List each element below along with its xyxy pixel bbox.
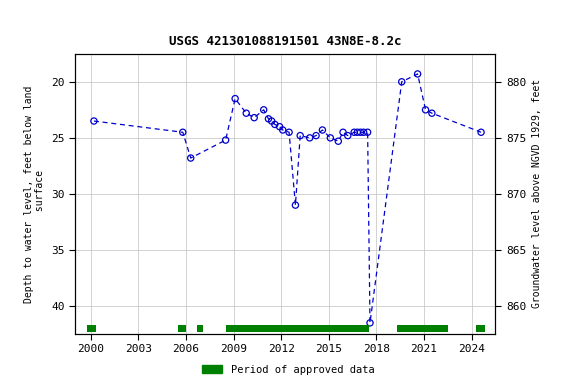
Bar bbox=[476, 325, 485, 332]
Point bbox=[264, 116, 273, 122]
Point bbox=[421, 107, 430, 113]
Point bbox=[221, 137, 230, 143]
Point bbox=[363, 129, 372, 135]
Point bbox=[295, 132, 305, 139]
Point bbox=[259, 107, 268, 113]
Point bbox=[89, 118, 98, 124]
Point bbox=[353, 129, 362, 135]
Bar bbox=[397, 325, 448, 332]
Point bbox=[359, 129, 368, 135]
Point bbox=[242, 110, 251, 116]
Point bbox=[350, 129, 359, 135]
Point bbox=[275, 124, 284, 130]
Point bbox=[178, 129, 187, 135]
Point bbox=[339, 129, 348, 135]
Point bbox=[249, 114, 259, 121]
Bar bbox=[178, 325, 186, 332]
Point bbox=[230, 96, 240, 102]
Point bbox=[291, 202, 300, 208]
Bar bbox=[226, 325, 369, 332]
Point bbox=[318, 127, 327, 133]
Y-axis label: Depth to water level, feet below land
 surface: Depth to water level, feet below land su… bbox=[24, 85, 46, 303]
Point bbox=[334, 138, 343, 144]
Point bbox=[186, 155, 195, 161]
Point bbox=[476, 129, 486, 135]
Bar bbox=[87, 325, 96, 332]
Point bbox=[267, 118, 276, 124]
Point bbox=[305, 135, 314, 141]
Point bbox=[397, 79, 406, 85]
Point bbox=[312, 132, 321, 139]
Point bbox=[326, 135, 335, 141]
Legend: Period of approved data: Period of approved data bbox=[198, 361, 378, 379]
Point bbox=[427, 110, 437, 116]
Title: USGS 421301088191501 43N8E-8.2c: USGS 421301088191501 43N8E-8.2c bbox=[169, 35, 401, 48]
Y-axis label: Groundwater level above NGVD 1929, feet: Groundwater level above NGVD 1929, feet bbox=[532, 79, 541, 308]
Bar bbox=[197, 325, 203, 332]
Point bbox=[365, 320, 374, 326]
Point bbox=[278, 127, 287, 133]
Point bbox=[270, 121, 279, 127]
Point bbox=[413, 71, 422, 77]
Point bbox=[343, 132, 353, 139]
Point bbox=[356, 129, 365, 135]
Point bbox=[285, 129, 294, 135]
